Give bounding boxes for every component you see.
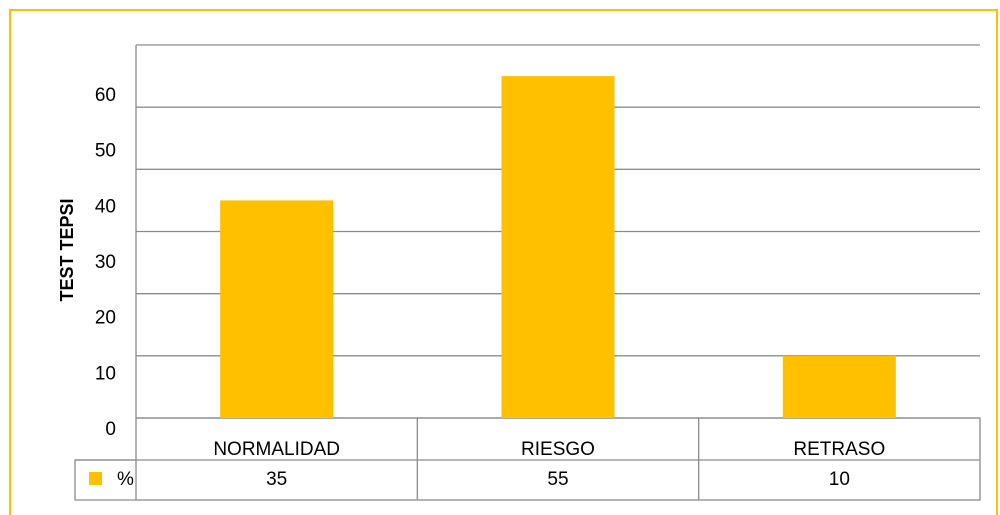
table-value: 55 bbox=[547, 469, 568, 490]
x-tick-label: RETRASO bbox=[793, 439, 885, 460]
y-tick-label: 50 bbox=[95, 141, 116, 162]
y-tick-label: 60 bbox=[95, 85, 116, 106]
x-tick-label: NORMALIDAD bbox=[213, 439, 340, 460]
y-tick-label: 10 bbox=[95, 363, 116, 384]
y-tick-label: 30 bbox=[95, 252, 116, 273]
table-legend-cell bbox=[74, 459, 136, 501]
y-axis-title: TEST TEPSI bbox=[57, 198, 77, 301]
bar bbox=[782, 355, 896, 418]
y-tick-label: 40 bbox=[95, 196, 116, 217]
y-tick-label: 20 bbox=[95, 308, 116, 329]
table-value: 35 bbox=[266, 469, 287, 490]
y-tick-label: 0 bbox=[105, 419, 116, 440]
x-tick-label: RIESGO bbox=[521, 439, 595, 460]
table-value: 10 bbox=[829, 469, 850, 490]
legend-label: % bbox=[117, 469, 134, 490]
legend-swatch bbox=[89, 472, 102, 485]
chart-frame bbox=[9, 9, 998, 515]
bar bbox=[501, 76, 615, 418]
bar bbox=[220, 200, 334, 418]
